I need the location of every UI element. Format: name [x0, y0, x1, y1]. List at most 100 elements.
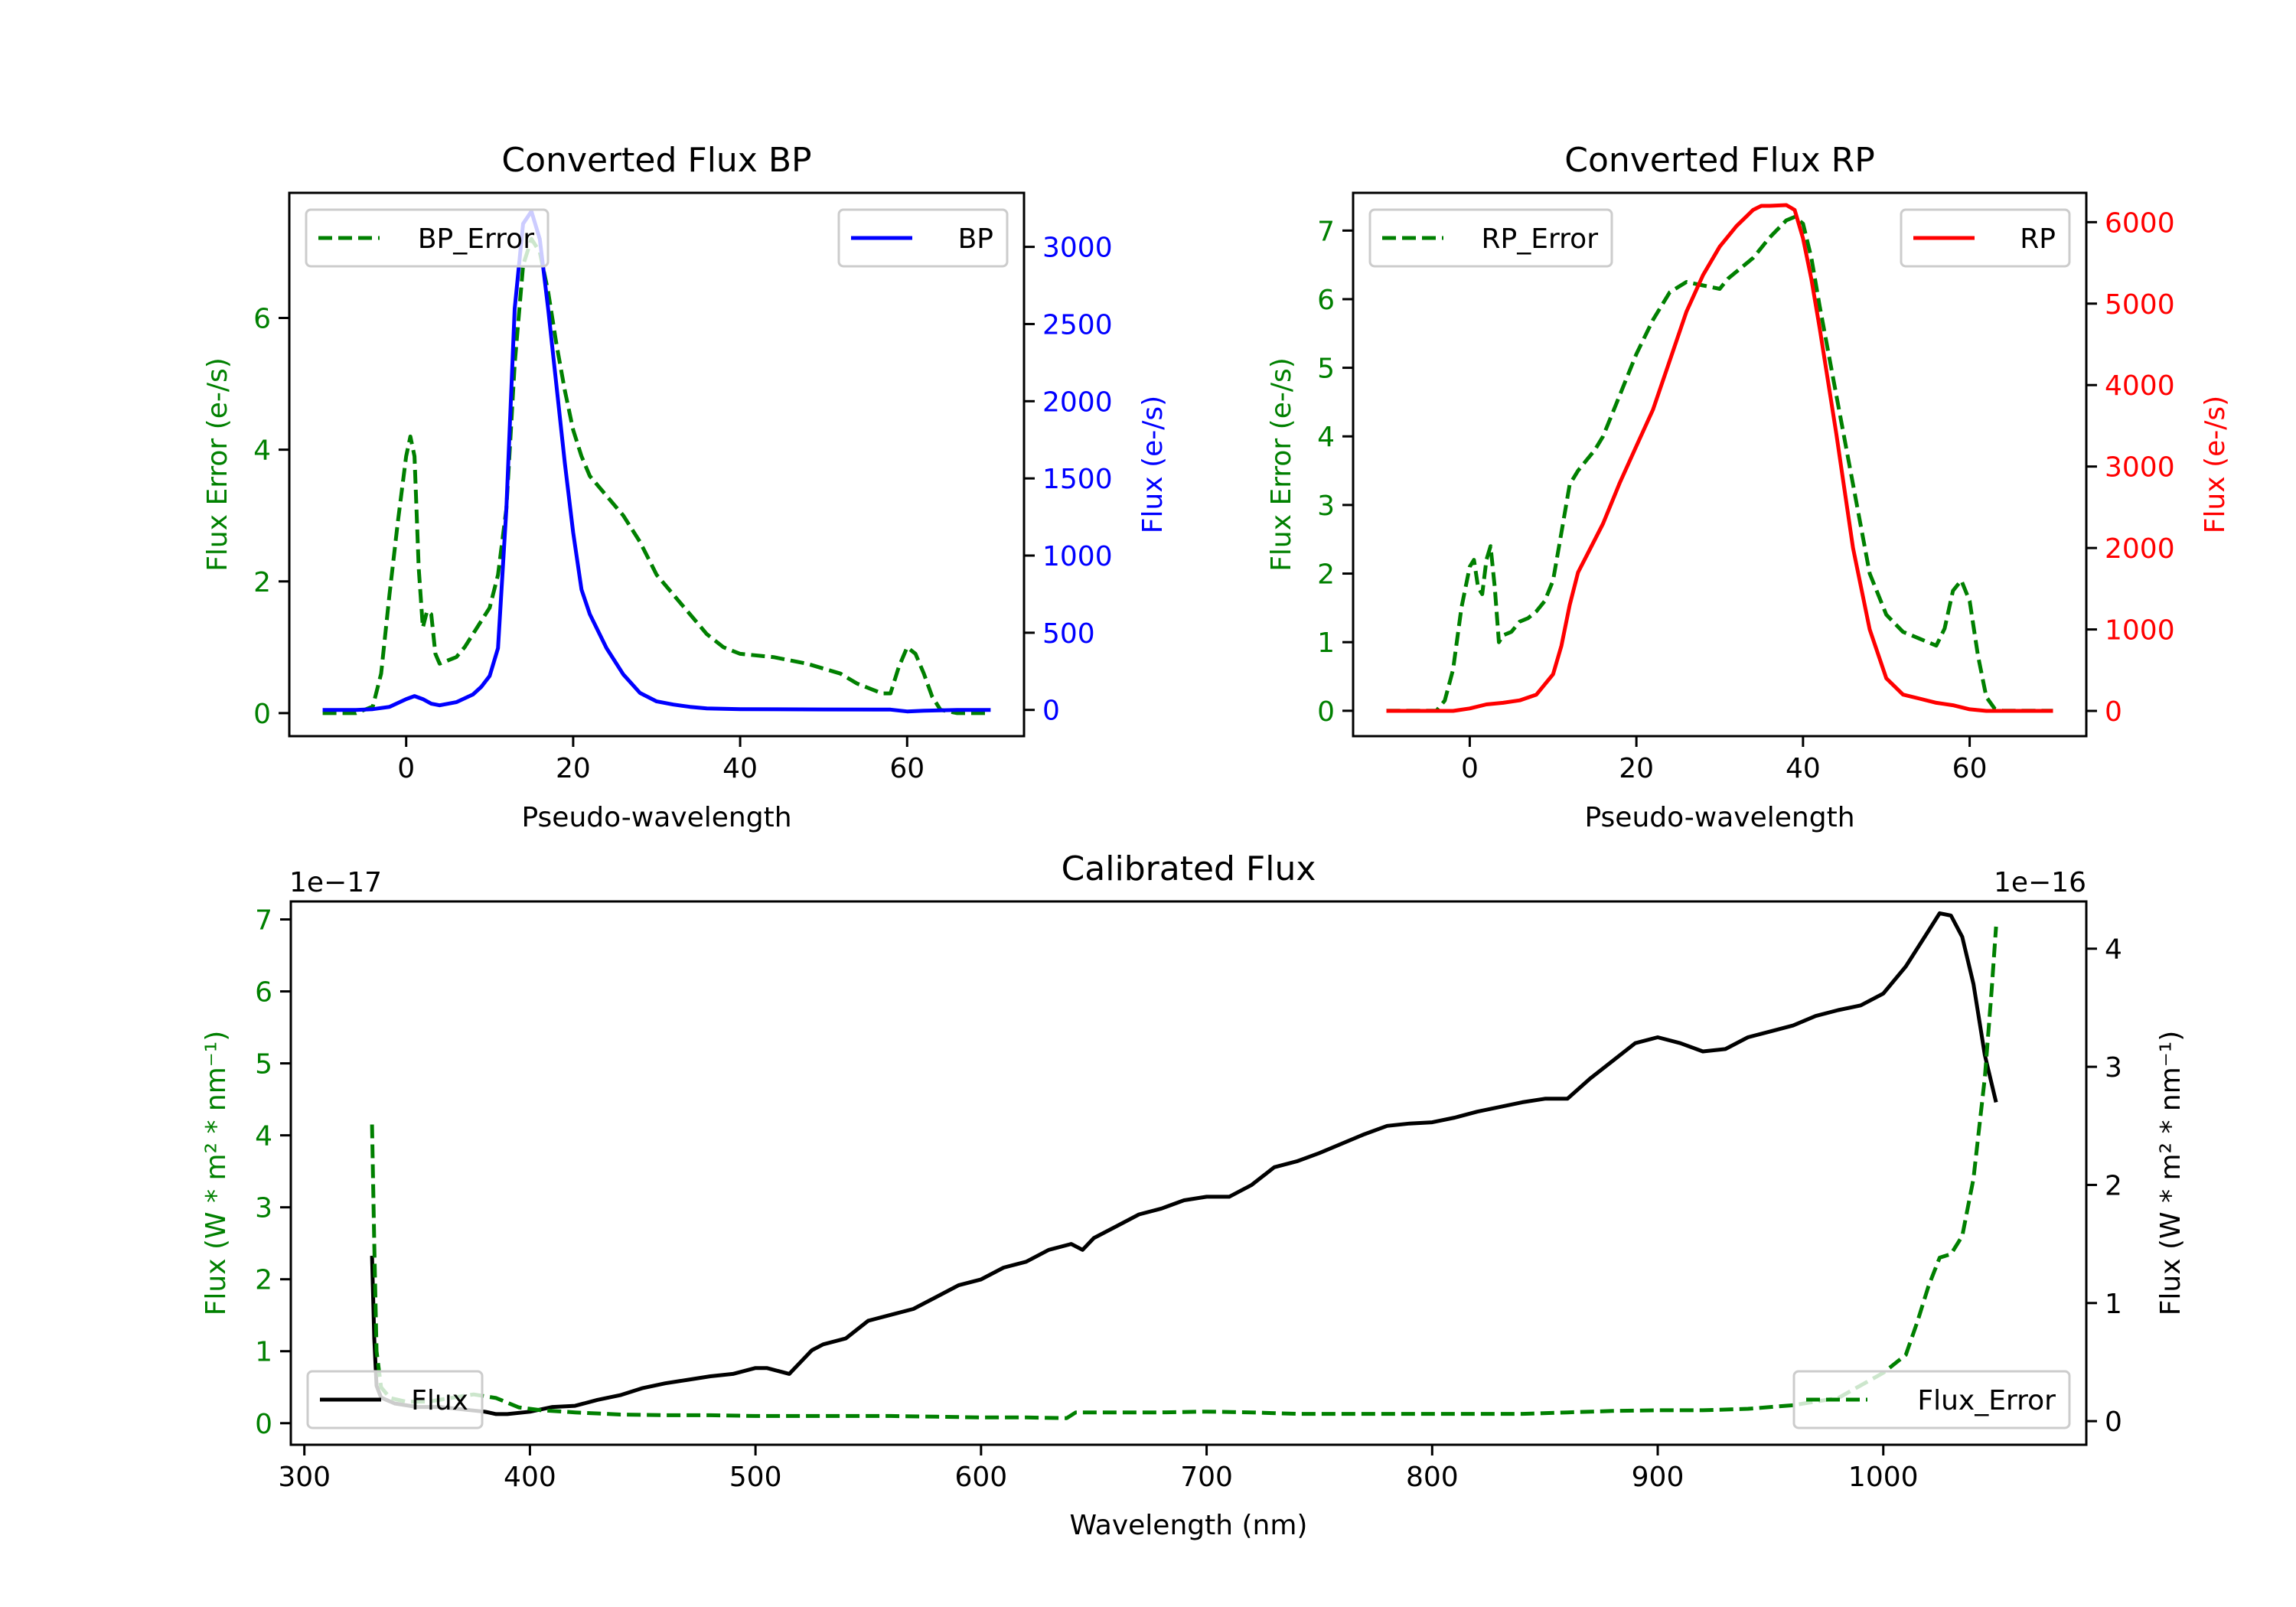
calibrated-left-ytick-label: 2	[255, 1265, 272, 1296]
calibrated-right-offset: 1e−16	[1994, 867, 2086, 898]
rp-right-ytick-label: 3000	[2105, 452, 2175, 484]
calibrated-xtick-label: 1000	[1848, 1462, 1919, 1493]
calibrated-right-ytick-label: 2	[2105, 1170, 2122, 1201]
bp-right-ytick-label: 2000	[1042, 386, 1113, 418]
legend-label: BP_Error	[418, 223, 534, 255]
rp-right-ytick-label: 5000	[2105, 289, 2175, 321]
rp-axes-frame	[1352, 191, 2088, 738]
rp-series-rp	[1386, 203, 2053, 713]
bp-xtick-label: 60	[889, 753, 925, 784]
rp-xtick-label: 40	[1786, 753, 1821, 784]
bp-xtick-label: 0	[397, 753, 415, 784]
calibrated-legend-flux: Flux	[306, 1370, 484, 1429]
calibrated-axes-frame	[289, 900, 2088, 1446]
calibrated-left-ytick-label: 7	[255, 905, 272, 937]
rp-right-ytick-label: 6000	[2105, 207, 2175, 239]
calibrated-right-ylabel: Flux (W * m² * nm⁻¹)	[2155, 1031, 2187, 1316]
calibrated-xtick-label: 900	[1632, 1462, 1684, 1493]
bp-xlabel: Pseudo-wavelength	[521, 802, 791, 833]
calibrated-left-ytick-label: 5	[255, 1049, 272, 1081]
rp-left-ytick-label: 4	[1317, 422, 1335, 453]
bp-xtick-label: 40	[722, 753, 758, 784]
bp-series-bp	[322, 209, 991, 714]
rp-left-ytick-label: 6	[1317, 285, 1335, 316]
calibrated-right-ytick-label: 1	[2105, 1289, 2122, 1320]
legend-box	[1368, 208, 1613, 268]
rp-xtick-label: 60	[1952, 753, 1988, 784]
rp-panel: Converted Flux RP Pseudo-wavelength Flux…	[1266, 141, 2231, 833]
rp-legend-rp-error: RP_Error	[1368, 208, 1613, 268]
bp-legend-bp-error: BP_Error	[305, 208, 550, 268]
calibrated-left-ylabel: Flux (W * m² * nm⁻¹)	[201, 1031, 232, 1316]
bp-axes-frame	[288, 191, 1026, 738]
rp-right-ytick-label: 2000	[2105, 533, 2175, 565]
legend-label: RP	[2020, 223, 2056, 255]
calibrated-xtick-label: 400	[504, 1462, 556, 1493]
legend-label: Flux	[411, 1385, 468, 1416]
calibrated-xtick-label: 300	[278, 1462, 331, 1493]
legend-box	[1900, 208, 2071, 268]
bp-panel: Converted Flux BP Pseudo-wavelength Flux…	[202, 141, 1169, 833]
bp-left-ytick-label: 2	[253, 567, 271, 598]
bp-series-bp-error	[322, 236, 991, 715]
calibrated-left-ytick-label: 1	[255, 1337, 272, 1368]
bp-right-ytick-label: 1500	[1042, 464, 1113, 495]
rp-series-rp-error	[1386, 214, 2053, 713]
bp-right-ytick-label: 500	[1042, 618, 1095, 650]
calibrated-right-ytick-label: 0	[2105, 1407, 2122, 1438]
bp-left-ylabel: Flux Error (e-/s)	[202, 357, 233, 572]
rp-left-ytick-label: 3	[1317, 491, 1335, 522]
calibrated-left-ytick-label: 0	[255, 1409, 272, 1440]
legend-label: BP	[958, 223, 993, 255]
bp-left-ytick-label: 4	[253, 435, 271, 467]
rp-xlabel: Pseudo-wavelength	[1584, 802, 1854, 833]
rp-title: Converted Flux RP	[1564, 141, 1875, 180]
rp-left-ylabel: Flux Error (e-/s)	[1266, 357, 1297, 572]
legend-box	[837, 208, 1009, 268]
bp-left-ytick-label: 0	[253, 699, 271, 730]
legend-box	[305, 208, 550, 268]
calibrated-right-ytick-label: 4	[2105, 934, 2122, 966]
calibrated-left-offset: 1e−17	[289, 867, 382, 898]
calibrated-series-flux-error	[370, 926, 1998, 1420]
bp-title: Converted Flux BP	[501, 141, 811, 180]
rp-xtick-label: 0	[1461, 753, 1479, 784]
rp-right-ylabel: Flux (e-/s)	[2200, 396, 2231, 533]
rp-right-ytick-label: 0	[2105, 696, 2122, 728]
bp-xtick-label: 20	[556, 753, 591, 784]
bp-right-ytick-label: 0	[1042, 696, 1060, 727]
calibrated-left-ytick-label: 6	[255, 977, 272, 1009]
calibrated-right-ytick-label: 3	[2105, 1052, 2122, 1084]
rp-legend-rp: RP	[1900, 208, 2071, 268]
legend-label: Flux_Error	[1917, 1385, 2056, 1416]
bp-right-ylabel: Flux (e-/s)	[1137, 396, 1169, 533]
legend-label: RP_Error	[1482, 223, 1599, 255]
bp-right-ytick-label: 1000	[1042, 541, 1113, 572]
calibrated-panel: Calibrated Flux Wavelength (nm) 1e−17 1e…	[201, 849, 2187, 1541]
rp-left-ytick-label: 0	[1317, 696, 1335, 728]
bp-legend-bp: BP	[837, 208, 1009, 268]
rp-left-ytick-label: 2	[1317, 559, 1335, 591]
calibrated-xlabel: Wavelength (nm)	[1070, 1510, 1308, 1541]
calibrated-xtick-label: 700	[1180, 1462, 1233, 1493]
calibrated-series-flux	[370, 911, 1998, 1416]
rp-left-ytick-label: 7	[1317, 216, 1335, 247]
bp-right-ytick-label: 3000	[1042, 233, 1113, 264]
calibrated-left-ytick-label: 4	[255, 1121, 272, 1152]
calibrated-xtick-label: 800	[1406, 1462, 1459, 1493]
legend-box	[1792, 1370, 2071, 1429]
rp-right-ytick-label: 1000	[2105, 615, 2175, 647]
bp-right-ytick-label: 2500	[1042, 309, 1113, 341]
rp-left-ytick-label: 1	[1317, 627, 1335, 659]
rp-xtick-label: 20	[1619, 753, 1654, 784]
calibrated-legend-flux-error: Flux_Error	[1792, 1370, 2071, 1429]
legend-box	[306, 1370, 484, 1429]
rp-left-ytick-label: 5	[1317, 354, 1335, 385]
calibrated-left-ytick-label: 3	[255, 1193, 272, 1224]
calibrated-xtick-label: 600	[954, 1462, 1007, 1493]
calibrated-title: Calibrated Flux	[1062, 849, 1316, 888]
calibrated-xtick-label: 500	[729, 1462, 782, 1493]
bp-left-ytick-label: 6	[253, 304, 271, 335]
